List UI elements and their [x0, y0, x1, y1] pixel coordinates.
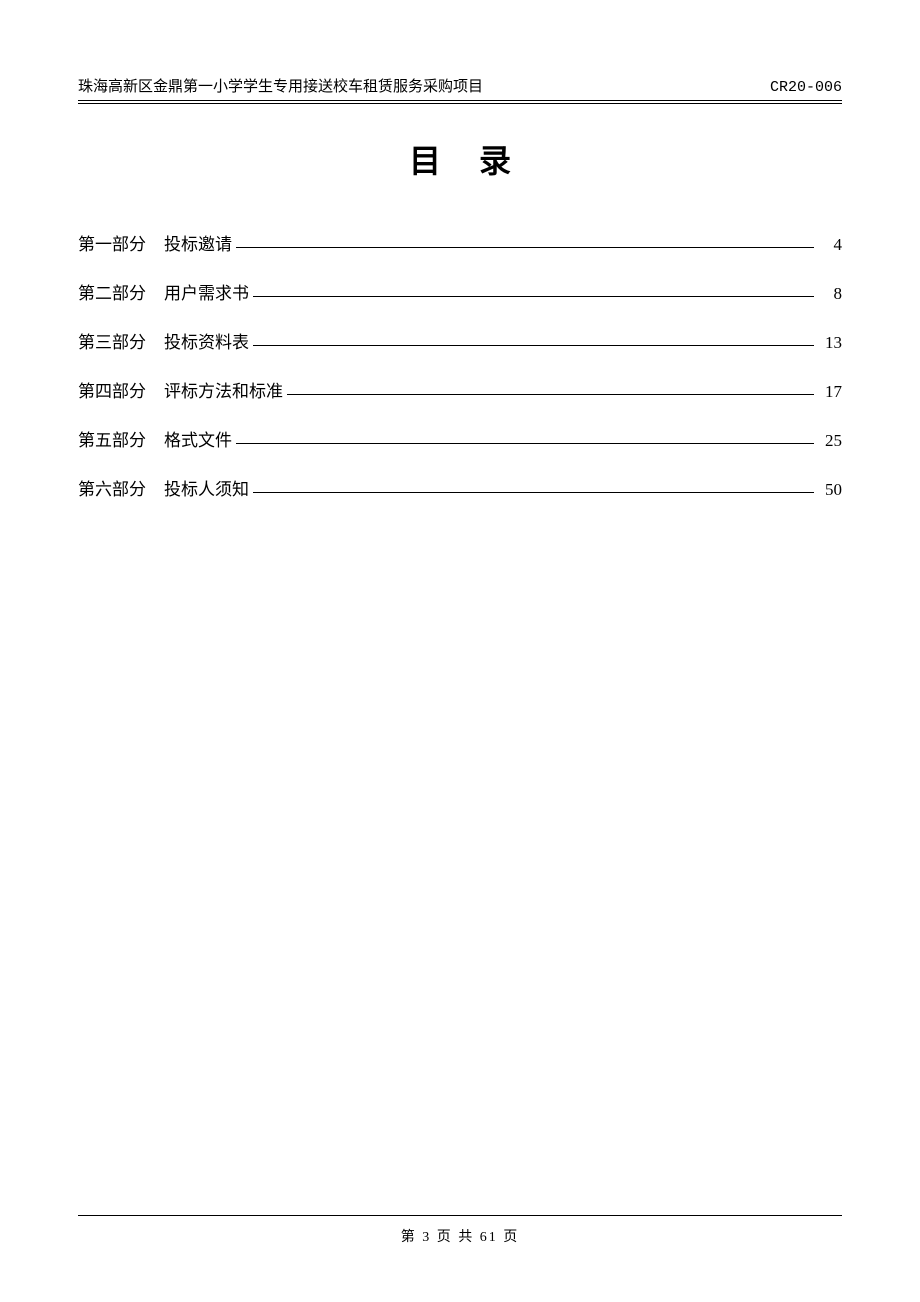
page-title: 目录	[78, 136, 842, 182]
toc-title-text: 投标邀请	[164, 230, 232, 255]
toc-title-text: 投标人须知	[164, 475, 249, 500]
toc-part-label: 第三部分	[78, 328, 146, 353]
toc-page-number: 25	[818, 431, 842, 451]
toc-leader-line	[236, 443, 814, 444]
footer-page-number: 第 3 页 共 61 页	[78, 1226, 842, 1246]
toc-leader-line	[253, 345, 814, 346]
header-right-code: CR20-006	[770, 79, 842, 96]
toc-list: 第一部分 投标邀请 4 第二部分 用户需求书 8 第三部分 投标资料表 13 第…	[78, 230, 842, 500]
toc-leader-line	[236, 247, 814, 248]
toc-part-label: 第五部分	[78, 426, 146, 451]
toc-item: 第一部分 投标邀请 4	[78, 230, 842, 255]
toc-item: 第二部分 用户需求书 8	[78, 279, 842, 304]
toc-item: 第三部分 投标资料表 13	[78, 328, 842, 353]
toc-leader-line	[287, 394, 814, 395]
footer-line	[78, 1215, 842, 1216]
toc-title-text: 评标方法和标准	[164, 377, 283, 402]
header-row: 珠海高新区金鼎第一小学学生专用接送校车租赁服务采购项目 CR20-006	[78, 75, 842, 101]
page-container: 珠海高新区金鼎第一小学学生专用接送校车租赁服务采购项目 CR20-006 目录 …	[0, 0, 920, 1302]
toc-title-text: 格式文件	[164, 426, 232, 451]
toc-part-label: 第一部分	[78, 230, 146, 255]
toc-item: 第四部分 评标方法和标准 17	[78, 377, 842, 402]
toc-page-number: 4	[818, 235, 842, 255]
header-left-text: 珠海高新区金鼎第一小学学生专用接送校车租赁服务采购项目	[78, 75, 483, 96]
footer-area: 第 3 页 共 61 页	[78, 1215, 842, 1246]
toc-item: 第五部分 格式文件 25	[78, 426, 842, 451]
toc-title-text: 投标资料表	[164, 328, 249, 353]
toc-page-number: 17	[818, 382, 842, 402]
toc-item: 第六部分 投标人须知 50	[78, 475, 842, 500]
toc-page-number: 8	[818, 284, 842, 304]
header-underline	[78, 103, 842, 104]
toc-page-number: 13	[818, 333, 842, 353]
toc-leader-line	[253, 296, 814, 297]
toc-page-number: 50	[818, 480, 842, 500]
toc-part-label: 第六部分	[78, 475, 146, 500]
toc-part-label: 第四部分	[78, 377, 146, 402]
toc-part-label: 第二部分	[78, 279, 146, 304]
toc-leader-line	[253, 492, 814, 493]
toc-title-text: 用户需求书	[164, 279, 249, 304]
